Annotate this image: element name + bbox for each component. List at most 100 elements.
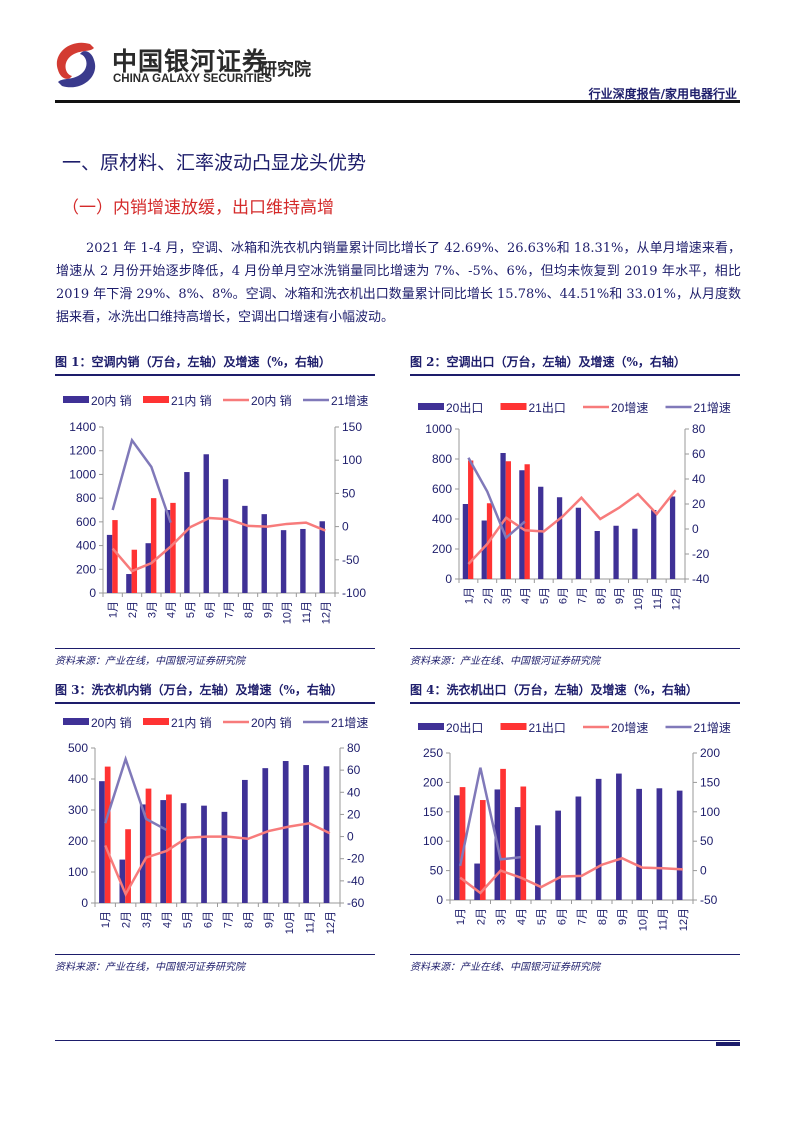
bar-20-3月 bbox=[145, 543, 151, 593]
line-21-growth bbox=[467, 457, 526, 540]
figure-2-chart: 0 200 400 600 800 1000 -40 -20 0 20 40 60 80 1月 2月 3月 4月… bbox=[418, 401, 731, 610]
brand-institute: 研究院 bbox=[260, 60, 311, 80]
x-tick-label: 6月 bbox=[204, 601, 216, 618]
x-tick-label: 3月 bbox=[141, 911, 153, 928]
line-20-growth bbox=[111, 516, 326, 573]
bar-21-4月 bbox=[524, 464, 530, 579]
bar-20-2月 bbox=[126, 574, 132, 593]
right-tick-label: 0 bbox=[342, 520, 349, 534]
figure-1-source: 资料来源：产业在线，中国银河证券研究院 bbox=[55, 648, 375, 667]
left-tick-label: 500 bbox=[68, 741, 88, 755]
x-tick-label: 6月 bbox=[558, 587, 570, 604]
bar-20-1月 bbox=[99, 781, 105, 903]
bar-20-9月 bbox=[616, 773, 622, 900]
x-tick-label: 2月 bbox=[121, 911, 133, 928]
left-tick-label: 1400 bbox=[69, 420, 96, 434]
x-tick-label: 5月 bbox=[182, 911, 194, 928]
x-tick-label: 12月 bbox=[320, 601, 332, 624]
bar-20-6月 bbox=[201, 805, 207, 903]
right-tick-label: 100 bbox=[342, 453, 362, 467]
legend-label: 21增速 bbox=[331, 716, 368, 730]
bar-20-2月 bbox=[481, 520, 487, 579]
x-tick-label: 9月 bbox=[614, 587, 626, 604]
x-tick-label: 8月 bbox=[243, 601, 255, 618]
x-tick-label: 9月 bbox=[264, 911, 276, 928]
right-tick-label: -20 bbox=[347, 852, 365, 866]
x-tick-label: 3月 bbox=[501, 587, 513, 604]
legend-label: 20增速 bbox=[611, 401, 648, 415]
x-tick-label: 4月 bbox=[516, 908, 528, 925]
bar-21-4月 bbox=[170, 502, 176, 593]
left-tick-label: 200 bbox=[423, 775, 443, 789]
right-tick-label: 60 bbox=[347, 763, 361, 777]
left-tick-label: 150 bbox=[423, 805, 443, 819]
bar-20-9月 bbox=[262, 768, 269, 903]
bar-20-2月 bbox=[474, 863, 480, 900]
right-tick-label: -20 bbox=[692, 547, 710, 561]
body-paragraph: 2021 年 1-4 月，空调、冰箱和洗衣机内销量累计同比增长了 42.69%、… bbox=[56, 241, 741, 325]
x-tick-label: 6月 bbox=[202, 911, 214, 928]
left-tick-label: 1200 bbox=[69, 444, 96, 458]
legend-swatch bbox=[500, 403, 527, 410]
x-tick-label: 3月 bbox=[146, 601, 158, 618]
x-tick-label: 8月 bbox=[595, 587, 607, 604]
left-tick-label: 0 bbox=[436, 893, 443, 907]
x-tick-label: 4月 bbox=[161, 911, 173, 928]
bar-20-8月 bbox=[242, 779, 248, 903]
bar-20-12月 bbox=[323, 766, 330, 903]
bar-20-4月 bbox=[164, 510, 171, 593]
x-tick-label: 11月 bbox=[652, 587, 664, 609]
legend-label: 21出口 bbox=[529, 401, 566, 415]
galaxy-logo bbox=[56, 42, 96, 88]
right-tick-label: 200 bbox=[700, 746, 720, 760]
legend-swatch bbox=[418, 723, 444, 730]
x-tick-label: 11月 bbox=[304, 911, 316, 933]
bar-21-1月 bbox=[459, 787, 466, 900]
right-tick-label: 60 bbox=[692, 447, 706, 461]
bar-20-5月 bbox=[180, 803, 187, 903]
bar-20-7月 bbox=[575, 796, 582, 900]
left-tick-label: 200 bbox=[68, 834, 88, 848]
bar-21-1月 bbox=[112, 520, 118, 593]
bar-20-5月 bbox=[184, 472, 190, 593]
x-tick-label: 11月 bbox=[658, 908, 670, 930]
bar-20-3月 bbox=[139, 804, 146, 903]
figure-2-source: 资料来源：产业在线、中国银河证券研究院 bbox=[410, 648, 740, 667]
right-tick-label: 80 bbox=[347, 741, 361, 755]
bar-21-2月 bbox=[125, 829, 131, 903]
bar-20-1月 bbox=[462, 504, 469, 579]
legend-label: 21增速 bbox=[694, 721, 731, 735]
bar-21-1月 bbox=[104, 766, 111, 903]
x-tick-label: 11月 bbox=[301, 601, 313, 623]
legend-swatch bbox=[418, 403, 444, 410]
right-tick-label: 0 bbox=[692, 522, 699, 536]
x-tick-label: 4月 bbox=[520, 587, 532, 604]
legend-swatch bbox=[63, 396, 89, 403]
bar-20-6月 bbox=[555, 810, 561, 900]
x-tick-label: 2月 bbox=[482, 587, 494, 604]
right-tick-label: 0 bbox=[700, 864, 707, 878]
left-tick-label: 250 bbox=[423, 746, 443, 760]
footer-mark bbox=[716, 1042, 740, 1046]
figure-2-title: 图 2：空调出口（万台，左轴）及增速（%，右轴） bbox=[410, 353, 740, 376]
legend-label: 21增速 bbox=[694, 401, 731, 415]
x-tick-label: 10月 bbox=[633, 587, 645, 610]
bar-20-12月 bbox=[669, 496, 676, 579]
bar-20-11月 bbox=[303, 765, 309, 903]
bar-20-4月 bbox=[514, 807, 521, 900]
legend-label: 20内 销 bbox=[251, 716, 292, 730]
figure-3-source: 资料来源：产业在线，中国银河证券研究院 bbox=[55, 954, 375, 973]
line-20-growth bbox=[467, 489, 677, 565]
x-tick-label: 12月 bbox=[325, 911, 337, 934]
x-tick-label: 2月 bbox=[127, 601, 139, 618]
x-tick-label: 12月 bbox=[678, 908, 690, 931]
legend-label: 21内 销 bbox=[171, 394, 212, 408]
left-tick-label: 400 bbox=[68, 772, 88, 786]
bar-20-9月 bbox=[613, 525, 619, 579]
x-tick-label: 5月 bbox=[536, 908, 548, 925]
bar-20-10月 bbox=[636, 788, 642, 900]
legend-label: 20出口 bbox=[446, 401, 483, 415]
bar-20-6月 bbox=[556, 497, 563, 579]
left-tick-label: 50 bbox=[430, 864, 444, 878]
x-tick-label: 12月 bbox=[671, 587, 683, 610]
